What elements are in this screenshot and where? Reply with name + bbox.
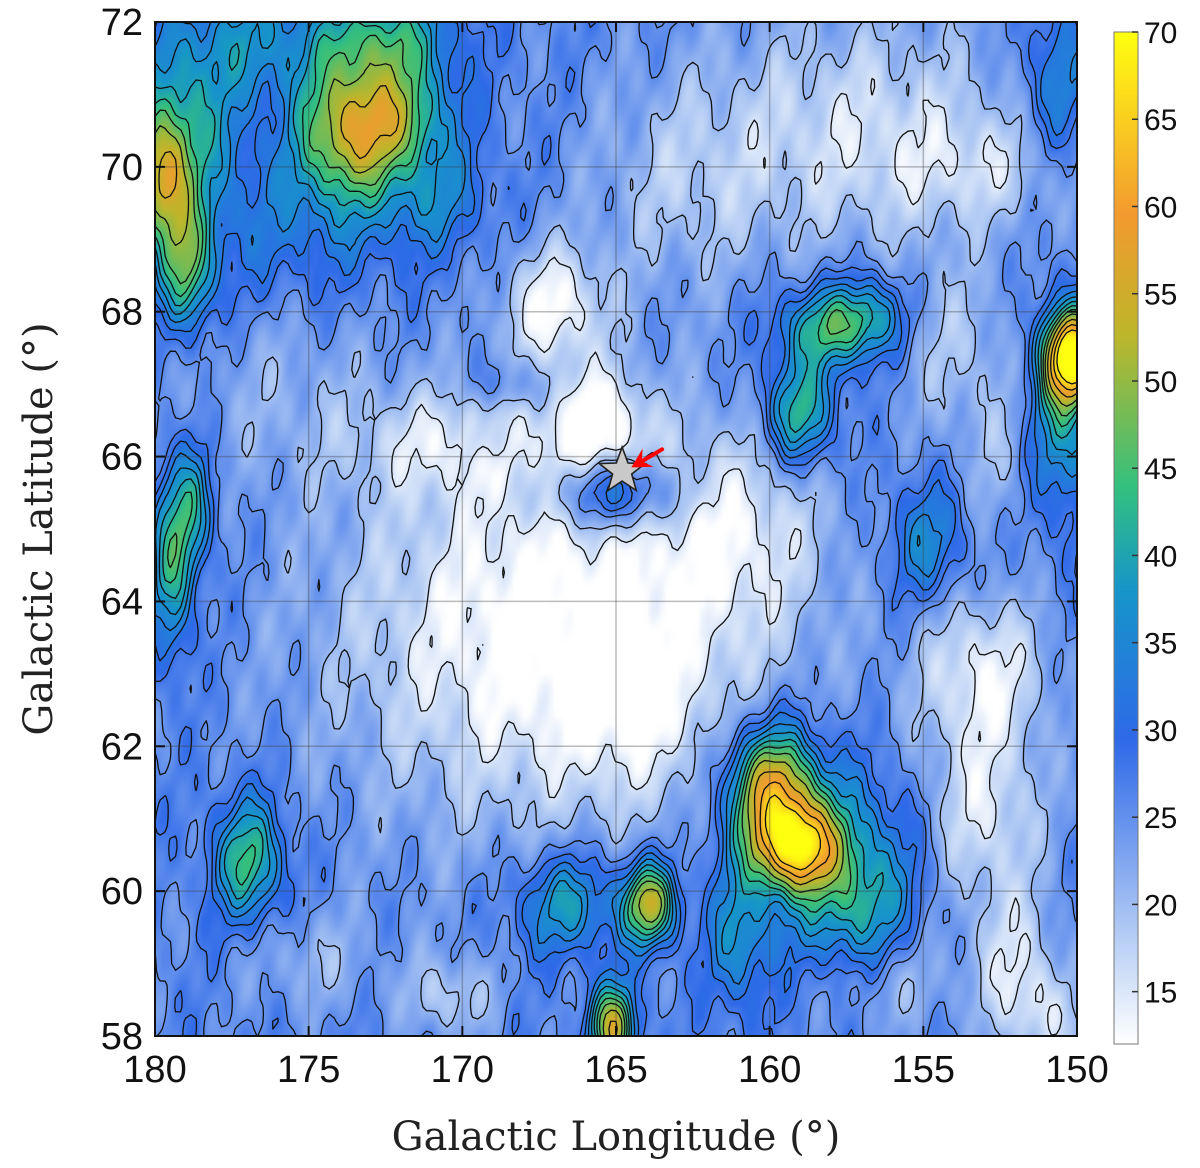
- pointer-arrow-head: [631, 448, 654, 468]
- x-tick-label: 170: [431, 1049, 494, 1091]
- y-tick-label: 70: [101, 147, 143, 189]
- colorbar-tick-label: 65: [1144, 104, 1177, 137]
- pointer-arrow-shaft: [639, 447, 665, 464]
- colorbar: [1113, 31, 1139, 1045]
- x-tick-label: 155: [892, 1049, 955, 1091]
- y-tick-label: 66: [101, 437, 143, 479]
- y-tick-label: 64: [101, 581, 143, 623]
- colorbar-tick-label: 30: [1144, 715, 1177, 748]
- y-tick-label: 62: [101, 726, 143, 768]
- contour-level-40: [155, 22, 1077, 1036]
- contour-level-28: [155, 22, 1077, 1036]
- contour-level-43: [155, 22, 1077, 1036]
- colorbar-tick-label: 15: [1144, 977, 1177, 1010]
- colorbar-tick-label: 35: [1144, 628, 1177, 661]
- contour-level-37: [155, 22, 1077, 1036]
- y-axis-title: Galactic Latitude (°): [16, 322, 62, 735]
- x-axis-title: Galactic Longitude (°): [392, 1114, 841, 1160]
- colorbar-tick-label: 70: [1144, 17, 1177, 50]
- x-tick-label: 180: [123, 1049, 186, 1091]
- y-tick-label: 72: [101, 2, 143, 44]
- y-tick-label: 58: [101, 1016, 143, 1058]
- contour-lines: [155, 22, 1077, 1036]
- grid-lines: [155, 22, 1077, 1036]
- x-tick-label: 160: [738, 1049, 801, 1091]
- contour-level-65: [764, 329, 1077, 871]
- contour-level-15: [391, 77, 1063, 1036]
- colorbar-tick-label: 60: [1144, 191, 1177, 224]
- contour-level-50: [155, 62, 1077, 1036]
- colorbar-tick-label: 25: [1144, 802, 1177, 835]
- colorbar-tick-label: 40: [1144, 540, 1177, 573]
- colorbar-tick-label: 50: [1144, 366, 1177, 399]
- colorbar-tick-label: 45: [1144, 453, 1177, 486]
- y-tick-label: 60: [101, 871, 143, 913]
- y-tick-label: 68: [101, 292, 143, 334]
- contour-level-46: [155, 34, 1077, 1036]
- colorbar-ticks: 15 20 25 30 35 40 45 50 55 60 65 70: [1132, 17, 1177, 1010]
- source-marker: [597, 444, 665, 493]
- x-tick-label: 150: [1045, 1049, 1108, 1091]
- contour-level-25: [155, 22, 1077, 1036]
- colorbar-tick-label: 20: [1144, 889, 1177, 922]
- x-tick-label: 165: [584, 1049, 647, 1091]
- x-tick-label: 175: [277, 1049, 340, 1091]
- contour-level-55: [158, 84, 1077, 1036]
- colorbar-tick-label: 55: [1144, 279, 1177, 312]
- contour-level-60: [759, 323, 1077, 879]
- contour-level-20: [241, 22, 1077, 1036]
- contour-level-34: [155, 22, 1077, 1036]
- axis-ticks: 180 175 170 165 160 155 150 58 60 62 64 66 68 70 72: [101, 2, 1109, 1091]
